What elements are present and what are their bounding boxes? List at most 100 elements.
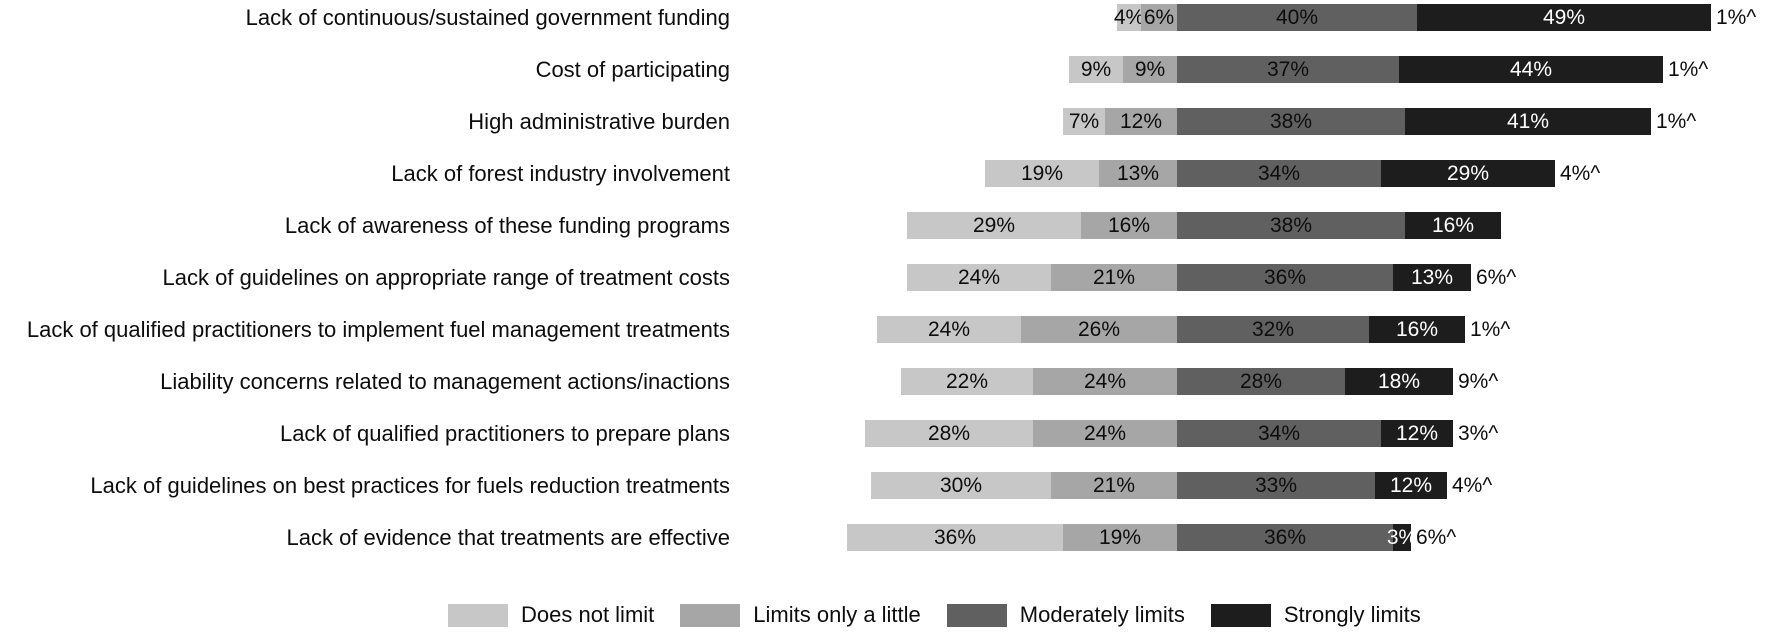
segment-value-label: 18% <box>1377 370 1421 393</box>
segment-value-label: 19% <box>1098 526 1142 549</box>
segment-value-label: 36% <box>1263 526 1307 549</box>
bar-segment-moderately-limits: 36% <box>1177 524 1393 551</box>
bar-segment-limits-only-a-little: 19% <box>1063 524 1177 551</box>
legend-item: Moderately limits <box>946 602 1185 628</box>
bar-segment-limits-only-a-little: 21% <box>1051 264 1177 291</box>
bar-segment-moderately-limits: 32% <box>1177 316 1369 343</box>
segment-value-label: 21% <box>1092 474 1136 497</box>
category-label: Lack of forest industry involvement <box>391 161 730 186</box>
legend-swatch <box>946 603 1007 627</box>
legend-item: Limits only a little <box>680 602 921 628</box>
segment-value-label: 30% <box>939 474 983 497</box>
segment-value-label: 4% <box>1113 6 1145 29</box>
legend-label: Limits only a little <box>753 602 921 627</box>
bar-segment-does-not-limit: 36% <box>847 524 1063 551</box>
chart-row: Liability concerns related to management… <box>0 368 1772 395</box>
outside-note-label: 4%^ <box>1560 162 1601 185</box>
segment-value-label: 7% <box>1068 110 1100 133</box>
bar-segment-limits-only-a-little: 24% <box>1033 368 1177 395</box>
bar-track: 36% 19% 36% 3% 6%^ <box>740 524 1772 551</box>
chart-row: Lack of qualified practitioners to imple… <box>0 316 1772 343</box>
outside-note-label: 9%^ <box>1458 370 1499 393</box>
bar-segment-strongly-limits: 12% <box>1375 472 1447 499</box>
outside-note-label: 1%^ <box>1656 110 1697 133</box>
segment-value-label: 36% <box>1263 266 1307 289</box>
chart-row: Lack of evidence that treatments are eff… <box>0 524 1772 551</box>
bar-segment-limits-only-a-little: 16% <box>1081 212 1177 239</box>
segment-value-label: 16% <box>1107 214 1151 237</box>
segment-value-label: 21% <box>1092 266 1136 289</box>
bar-track: 22% 24% 28% 18% 9%^ <box>740 368 1772 395</box>
chart-row: Lack of awareness of these funding progr… <box>0 212 1772 239</box>
bar-segment-does-not-limit: 22% <box>901 368 1033 395</box>
chart-row: Lack of guidelines on best practices for… <box>0 472 1772 499</box>
segment-value-label: 38% <box>1269 214 1313 237</box>
bar-segment-does-not-limit: 28% <box>865 420 1033 447</box>
category-label: Lack of qualified practitioners to prepa… <box>279 421 730 446</box>
bar-segment-strongly-limits: 3% <box>1387 524 1417 551</box>
bar-segment-strongly-limits: 29% <box>1381 160 1555 187</box>
bar-segment-moderately-limits: 33% <box>1177 472 1375 499</box>
bar-segment-moderately-limits: 40% <box>1177 4 1417 31</box>
bar-segment-does-not-limit: 24% <box>907 264 1051 291</box>
bar-segment-does-not-limit: 4% <box>1113 4 1145 31</box>
segment-value-label: 29% <box>1446 162 1490 185</box>
bar-track: 9% 9% 37% 44% 1%^ <box>740 56 1772 83</box>
segment-value-label: 28% <box>1239 370 1283 393</box>
bar-segment-limits-only-a-little: 26% <box>1021 316 1177 343</box>
bar-track: 28% 24% 34% 12% 3%^ <box>740 420 1772 447</box>
segment-value-label: 49% <box>1542 6 1586 29</box>
bar-track: 24% 21% 36% 13% 6%^ <box>740 264 1772 291</box>
segment-value-label: 13% <box>1116 162 1160 185</box>
bar-segment-strongly-limits: 12% <box>1381 420 1453 447</box>
bar-segment-moderately-limits: 37% <box>1177 56 1399 83</box>
bar-track: 4% 6% 40% 49% 1%^ <box>740 4 1772 31</box>
bar-segment-moderately-limits: 34% <box>1177 420 1381 447</box>
bar-segment-strongly-limits: 44% <box>1399 56 1663 83</box>
bar-segment-does-not-limit: 29% <box>907 212 1081 239</box>
category-label: Lack of qualified practitioners to imple… <box>26 317 730 342</box>
segment-value-label: 24% <box>1083 370 1127 393</box>
bar-segment-moderately-limits: 38% <box>1177 108 1405 135</box>
segment-value-label: 24% <box>927 318 971 341</box>
bar-segment-strongly-limits: 13% <box>1393 264 1471 291</box>
segment-value-label: 3% <box>1386 526 1418 549</box>
chart-row: Lack of forest industry involvement 19% 13… <box>0 160 1772 187</box>
legend-swatch <box>1210 603 1271 627</box>
segment-value-label: 22% <box>945 370 989 393</box>
segment-value-label: 24% <box>1083 422 1127 445</box>
segment-value-label: 38% <box>1269 110 1313 133</box>
segment-value-label: 12% <box>1119 110 1163 133</box>
segment-value-label: 33% <box>1254 474 1298 497</box>
bar-track: 7% 12% 38% 41% 1%^ <box>740 108 1772 135</box>
legend-item: Strongly limits <box>1210 602 1421 628</box>
segment-value-label: 16% <box>1431 214 1475 237</box>
segment-value-label: 41% <box>1506 110 1550 133</box>
segment-value-label: 19% <box>1020 162 1064 185</box>
bar-segment-moderately-limits: 28% <box>1177 368 1345 395</box>
category-label: Lack of continuous/sustained government … <box>245 5 730 30</box>
category-label: Lack of awareness of these funding progr… <box>284 213 730 238</box>
outside-note-label: 1%^ <box>1716 6 1757 29</box>
segment-value-label: 24% <box>957 266 1001 289</box>
chart-row: Lack of continuous/sustained government … <box>0 4 1772 31</box>
segment-value-label: 36% <box>933 526 977 549</box>
segment-value-label: 13% <box>1410 266 1454 289</box>
segment-value-label: 9% <box>1134 58 1166 81</box>
bar-segment-strongly-limits: 49% <box>1417 4 1711 31</box>
bar-segment-moderately-limits: 38% <box>1177 212 1405 239</box>
bar-segment-strongly-limits: 16% <box>1405 212 1501 239</box>
category-label: Lack of evidence that treatments are eff… <box>286 525 730 550</box>
legend-item: Does not limit <box>448 602 654 628</box>
chart-row: Lack of guidelines on appropriate range … <box>0 264 1772 291</box>
category-label: Lack of guidelines on best practices for… <box>90 473 730 498</box>
bar-segment-limits-only-a-little: 9% <box>1123 56 1177 83</box>
legend-swatch <box>448 603 508 627</box>
legend-swatch <box>680 603 741 627</box>
bar-track: 19% 13% 34% 29% 4%^ <box>740 160 1772 187</box>
legend-label: Moderately limits <box>1019 602 1185 627</box>
bar-segment-strongly-limits: 18% <box>1345 368 1453 395</box>
legend-label: Does not limit <box>521 602 655 627</box>
bar-segment-strongly-limits: 16% <box>1369 316 1465 343</box>
